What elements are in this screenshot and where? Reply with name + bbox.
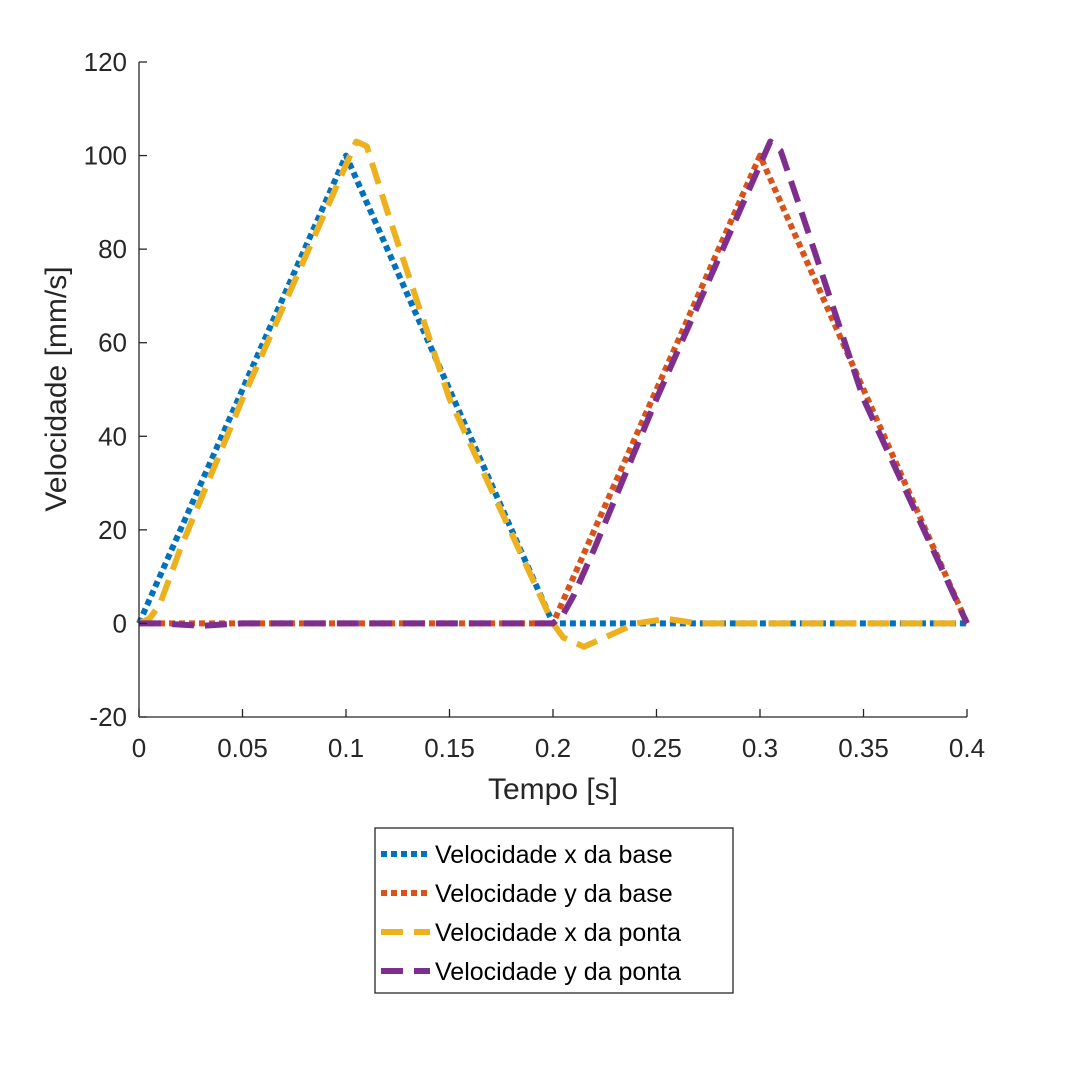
legend-box [374, 827, 734, 994]
y-axis-label: Velocidade [mm/s] [40, 266, 73, 511]
y-tick-label: 40 [98, 421, 127, 451]
x-tick-label: 0.15 [424, 733, 475, 763]
legend-label-2: Velocidade y da base [435, 880, 673, 908]
legend-label-3: Velocidade x da ponta [435, 919, 681, 947]
y-tick-label: 20 [98, 515, 127, 545]
legend: Velocidade x da base Velocidade y da base… [374, 827, 734, 994]
series-line-1 [136, 152, 967, 627]
y-tick-label: 120 [84, 47, 127, 77]
x-axis-label: Tempo [s] [488, 773, 618, 806]
plot-lines [136, 138, 970, 650]
x-tick-label: 0.25 [631, 733, 682, 763]
legend-label-1: Velocidade x da base [435, 841, 673, 869]
x-tick-label: 0.2 [535, 733, 571, 763]
x-tick-label: 0.05 [217, 733, 268, 763]
series-line-2 [139, 152, 970, 627]
y-tick-label: 60 [98, 328, 127, 358]
y-tick-label: 100 [84, 141, 127, 171]
x-tick-label: 0.35 [838, 733, 889, 763]
y-tick-label: 0 [113, 608, 127, 638]
y-tick-label: 80 [98, 234, 127, 264]
legend-label-4: Velocidade y da ponta [435, 958, 681, 986]
y-tick-label: -20 [89, 702, 127, 732]
series-line-3 [137, 138, 967, 650]
axes: 0 0.05 0.1 0.15 0.2 0.25 0.3 0.35 0.4-2002040608… [84, 47, 985, 763]
x-tick-label: 0.4 [949, 733, 985, 763]
x-tick-label: 0 [132, 733, 146, 763]
series-line-4 [139, 138, 970, 629]
x-tick-label: 0.3 [742, 733, 778, 763]
x-tick-label: 0.1 [328, 733, 364, 763]
